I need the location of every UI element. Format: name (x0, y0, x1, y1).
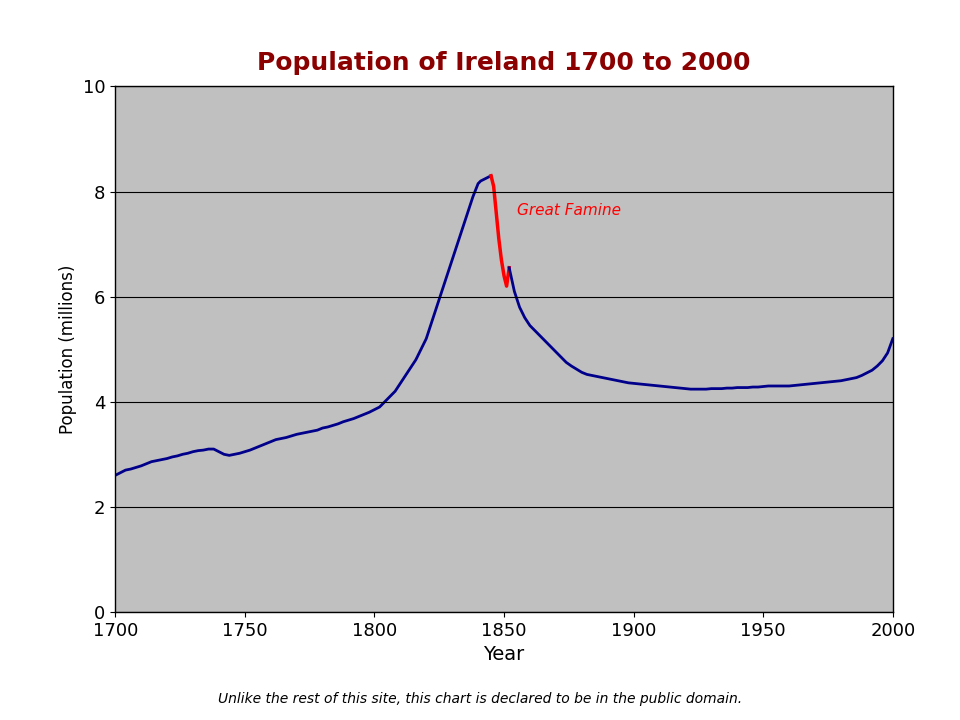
X-axis label: Year: Year (484, 645, 524, 665)
Y-axis label: Population (millions): Population (millions) (60, 264, 78, 434)
Title: Population of Ireland 1700 to 2000: Population of Ireland 1700 to 2000 (257, 50, 751, 75)
Text: Great Famine: Great Famine (516, 203, 621, 218)
Text: Unlike the rest of this site, this chart is declared to be in the public domain.: Unlike the rest of this site, this chart… (218, 692, 742, 706)
